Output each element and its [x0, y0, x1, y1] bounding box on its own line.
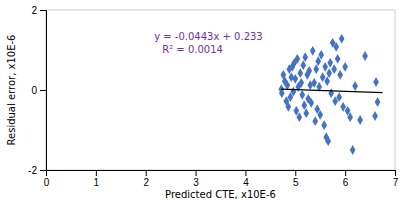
x-axis-line: [47, 171, 396, 177]
x-tick-label: 1: [94, 177, 100, 188]
x-tick-mark: [395, 170, 396, 176]
x-tick: 5: [293, 170, 299, 188]
point: [318, 50, 324, 60]
point: [375, 97, 381, 107]
point: [352, 81, 358, 91]
point: [373, 77, 379, 87]
point: [342, 62, 348, 72]
plot: 0 1 2 3 4 5 6 7 -2 0 2 y = -0.0443x + 0.233 R² = 0.0…: [28, 5, 399, 188]
y-axis: -2 0 2: [28, 5, 46, 176]
y-axis-line: [40, 11, 47, 171]
point: [299, 90, 305, 100]
point: [331, 64, 337, 74]
y-axis-title: Residual error, x10E-6: [6, 35, 17, 146]
point: [312, 116, 318, 126]
point: [337, 70, 343, 80]
point: [306, 66, 312, 76]
y-tick-label: 2: [31, 5, 37, 16]
marks: [278, 34, 382, 155]
x-tick-label: 7: [393, 177, 399, 188]
x-tick-mark: [96, 170, 97, 176]
x-tick-label: 0: [44, 177, 50, 188]
x-tick-label: 5: [293, 177, 299, 188]
point: [326, 68, 332, 78]
point: [372, 111, 378, 121]
point: [285, 102, 291, 112]
annotation: R² = 0.0014: [162, 44, 223, 55]
point: [362, 51, 368, 61]
x-tick: 4: [243, 170, 249, 188]
x-tick-label: 6: [343, 177, 349, 188]
x-tick-mark: [196, 170, 197, 176]
point: [336, 92, 342, 102]
point: [303, 108, 309, 118]
x-axis-title: Predicted CTE, x10E-6: [165, 189, 276, 200]
point: [347, 112, 353, 122]
point: [302, 52, 308, 62]
point: [279, 88, 285, 98]
x-axis: 0 1 2 3 4 5 6 7: [44, 170, 399, 188]
plot-frame: [46, 10, 395, 170]
point: [297, 68, 303, 78]
point: [325, 136, 331, 146]
annotation: y = -0.0443x + 0.233: [154, 31, 263, 42]
y-tick-mark: [40, 10, 46, 11]
x-tick: 7: [393, 170, 399, 188]
point: [296, 112, 302, 122]
point: [350, 145, 356, 155]
x-tick-label: 3: [193, 177, 199, 188]
point: [311, 78, 317, 88]
point: [290, 87, 296, 97]
point: [335, 54, 341, 64]
point: [333, 42, 339, 52]
chart: 0 1 2 3 4 5 6 7 -2 0 2 y = -0.0443x + 0.233 R² = 0.0…: [0, 0, 407, 204]
x-tick-mark: [245, 170, 246, 176]
x-tick-mark: [345, 170, 346, 176]
point: [322, 62, 328, 72]
point: [310, 46, 316, 56]
y-tick: 0: [31, 85, 46, 96]
point: [328, 88, 334, 98]
point: [308, 98, 314, 108]
x-tick-mark: [146, 170, 147, 176]
y-tick-mark: [40, 90, 46, 91]
y-tick-label: -2: [28, 165, 37, 176]
y-tick: 2: [31, 5, 46, 16]
x-tick: 3: [193, 170, 199, 188]
y-tick-mark: [40, 170, 46, 171]
y-tick-label: 0: [31, 85, 37, 96]
point: [317, 110, 323, 120]
x-tick-label: 4: [243, 177, 249, 188]
point: [357, 115, 363, 125]
point: [321, 120, 327, 130]
x-tick: 0: [44, 170, 50, 188]
point: [327, 58, 333, 68]
y-tick: -2: [28, 165, 46, 176]
x-tick: 6: [343, 170, 349, 188]
x-tick-mark: [295, 170, 296, 176]
trend-line: [281, 89, 382, 93]
point: [294, 54, 300, 64]
point: [339, 34, 345, 44]
point: [288, 72, 294, 82]
x-tick: 1: [94, 170, 100, 188]
x-tick: 2: [143, 170, 149, 188]
x-tick-label: 2: [143, 177, 149, 188]
point: [298, 78, 304, 88]
point: [292, 74, 298, 84]
